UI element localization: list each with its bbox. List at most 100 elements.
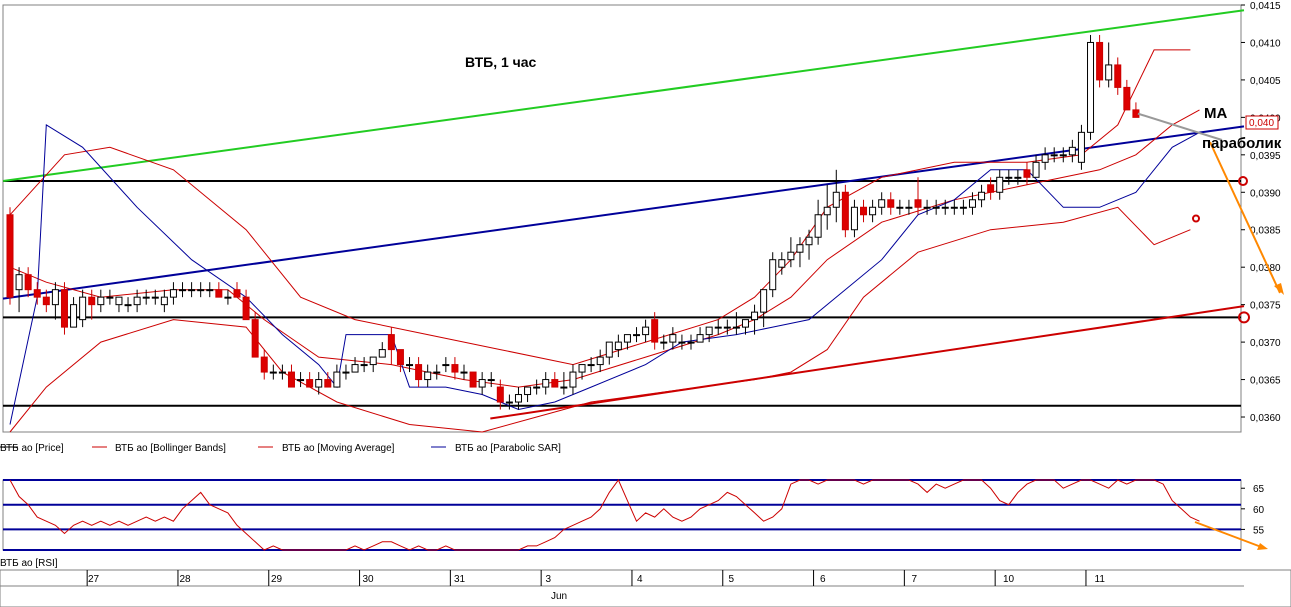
candle-body bbox=[278, 371, 286, 374]
rsi-line bbox=[9, 479, 1200, 551]
bollinger-lower-band bbox=[9, 206, 1191, 433]
candle-body bbox=[333, 371, 341, 388]
candle-body bbox=[760, 289, 768, 313]
candle-body bbox=[596, 356, 604, 366]
price-axis-ticks: 0,04150,04100,04050,04000,03950,03900,03… bbox=[1241, 1, 1281, 424]
rsi-tick-label: 65 bbox=[1253, 484, 1265, 495]
rsi-axis-ticks: 65 60 55 bbox=[1241, 484, 1265, 536]
rsi-tick-label: 55 bbox=[1253, 525, 1265, 536]
target-marker bbox=[1192, 214, 1200, 223]
time-tick-label: 3 bbox=[546, 574, 552, 585]
candle-body bbox=[1105, 64, 1113, 81]
rsi-tick-label: 60 bbox=[1253, 505, 1265, 516]
candle-body bbox=[106, 296, 114, 299]
candle-body bbox=[542, 379, 550, 388]
candle-body bbox=[206, 289, 214, 292]
candle-body bbox=[42, 296, 50, 306]
candle-body bbox=[478, 379, 486, 388]
price-tick-label: 0,0365 bbox=[1250, 376, 1281, 387]
time-tick-label: 29 bbox=[271, 574, 283, 585]
candle-body bbox=[406, 364, 414, 367]
candle-body bbox=[460, 371, 468, 374]
time-tick-label: 30 bbox=[363, 574, 375, 585]
candle-body bbox=[896, 206, 904, 209]
candle-body bbox=[959, 206, 967, 209]
candle-body bbox=[378, 349, 386, 358]
candle-body bbox=[905, 206, 913, 209]
parabolic-sar-polyline bbox=[9, 124, 1200, 425]
horizontal-levels bbox=[3, 180, 1241, 407]
candle-body bbox=[505, 401, 513, 404]
candle-body bbox=[850, 206, 858, 231]
candle-body bbox=[687, 341, 695, 344]
price-tick-label: 0,0380 bbox=[1250, 263, 1281, 274]
candle-body bbox=[642, 326, 650, 336]
time-tick-label: 10 bbox=[1003, 574, 1015, 585]
candle-body bbox=[1077, 131, 1085, 163]
candle-body bbox=[24, 274, 32, 291]
candle-body bbox=[151, 296, 159, 299]
candle-body bbox=[778, 259, 786, 268]
candle-body bbox=[705, 326, 713, 336]
candle-body bbox=[287, 371, 295, 388]
time-tick-label: 4 bbox=[637, 574, 643, 585]
legend-moving-average: ВТБ ао [Moving Average] bbox=[282, 443, 395, 454]
legend-price: ВТБ ао [Price] bbox=[0, 443, 64, 454]
candle-body bbox=[242, 296, 250, 321]
rsi-panel bbox=[3, 479, 1241, 551]
candle-body bbox=[741, 319, 749, 328]
rsi-panel-frame bbox=[2, 479, 1242, 551]
time-axis-ticks: 27 28 29 30 31 3 4 5 6 7 10 11 bbox=[86, 570, 1105, 586]
candle-body bbox=[115, 296, 123, 306]
candle-body bbox=[297, 379, 305, 382]
candle-body bbox=[769, 259, 777, 291]
price-panel-frame bbox=[2, 4, 1242, 433]
candle-body bbox=[751, 311, 759, 321]
candle-body bbox=[269, 371, 277, 374]
candle-body bbox=[823, 206, 831, 216]
candle-body bbox=[260, 356, 268, 373]
candle-body bbox=[233, 289, 241, 298]
candle-body bbox=[124, 304, 132, 307]
candle-body bbox=[496, 386, 504, 403]
candle-body bbox=[578, 364, 586, 373]
candle-body bbox=[1023, 169, 1031, 178]
candle-body bbox=[251, 319, 259, 358]
candle-body bbox=[1114, 64, 1122, 88]
candle-body bbox=[533, 386, 541, 389]
orange-arrow-head bbox=[1274, 283, 1284, 295]
candle-body bbox=[51, 289, 59, 306]
price-legend: ВТБ ао [Price] ВТБ ао [Bollinger Bands] … bbox=[0, 443, 561, 454]
candle-body bbox=[978, 191, 986, 201]
candle-body bbox=[941, 206, 949, 209]
candle-body bbox=[887, 199, 895, 208]
bollinger-lower-line bbox=[9, 206, 1191, 433]
candle-body bbox=[324, 379, 332, 388]
candle-body bbox=[1087, 41, 1095, 133]
candle-body bbox=[869, 206, 877, 216]
candle-body bbox=[387, 334, 395, 351]
price-tick-label: 0,0410 bbox=[1250, 38, 1281, 49]
price-tick-label: 0,0390 bbox=[1250, 188, 1281, 199]
candle-body bbox=[832, 191, 840, 208]
candle-body bbox=[415, 364, 423, 381]
chart-title: ВТБ, 1 час bbox=[465, 54, 537, 70]
price-tick-label: 0,0395 bbox=[1250, 151, 1281, 162]
price-tick-label: 0,0370 bbox=[1250, 338, 1281, 349]
candle-body bbox=[805, 236, 813, 246]
last-price-label: 0,040 bbox=[1249, 118, 1274, 129]
candle-body bbox=[623, 334, 631, 343]
candle-body bbox=[396, 349, 404, 366]
candle-body bbox=[351, 364, 359, 373]
candle-body bbox=[524, 386, 532, 396]
time-tick-label: 28 bbox=[180, 574, 192, 585]
candle-body bbox=[215, 289, 223, 298]
candle-body bbox=[551, 379, 559, 388]
candle-body bbox=[1068, 146, 1076, 156]
candle-body bbox=[169, 289, 177, 298]
candle-body bbox=[1005, 176, 1013, 179]
candle-body bbox=[133, 296, 141, 306]
price-tick-label: 0,0375 bbox=[1250, 301, 1281, 312]
annotation-parabolic: параболик bbox=[1202, 135, 1282, 152]
candle-body bbox=[1041, 154, 1049, 163]
